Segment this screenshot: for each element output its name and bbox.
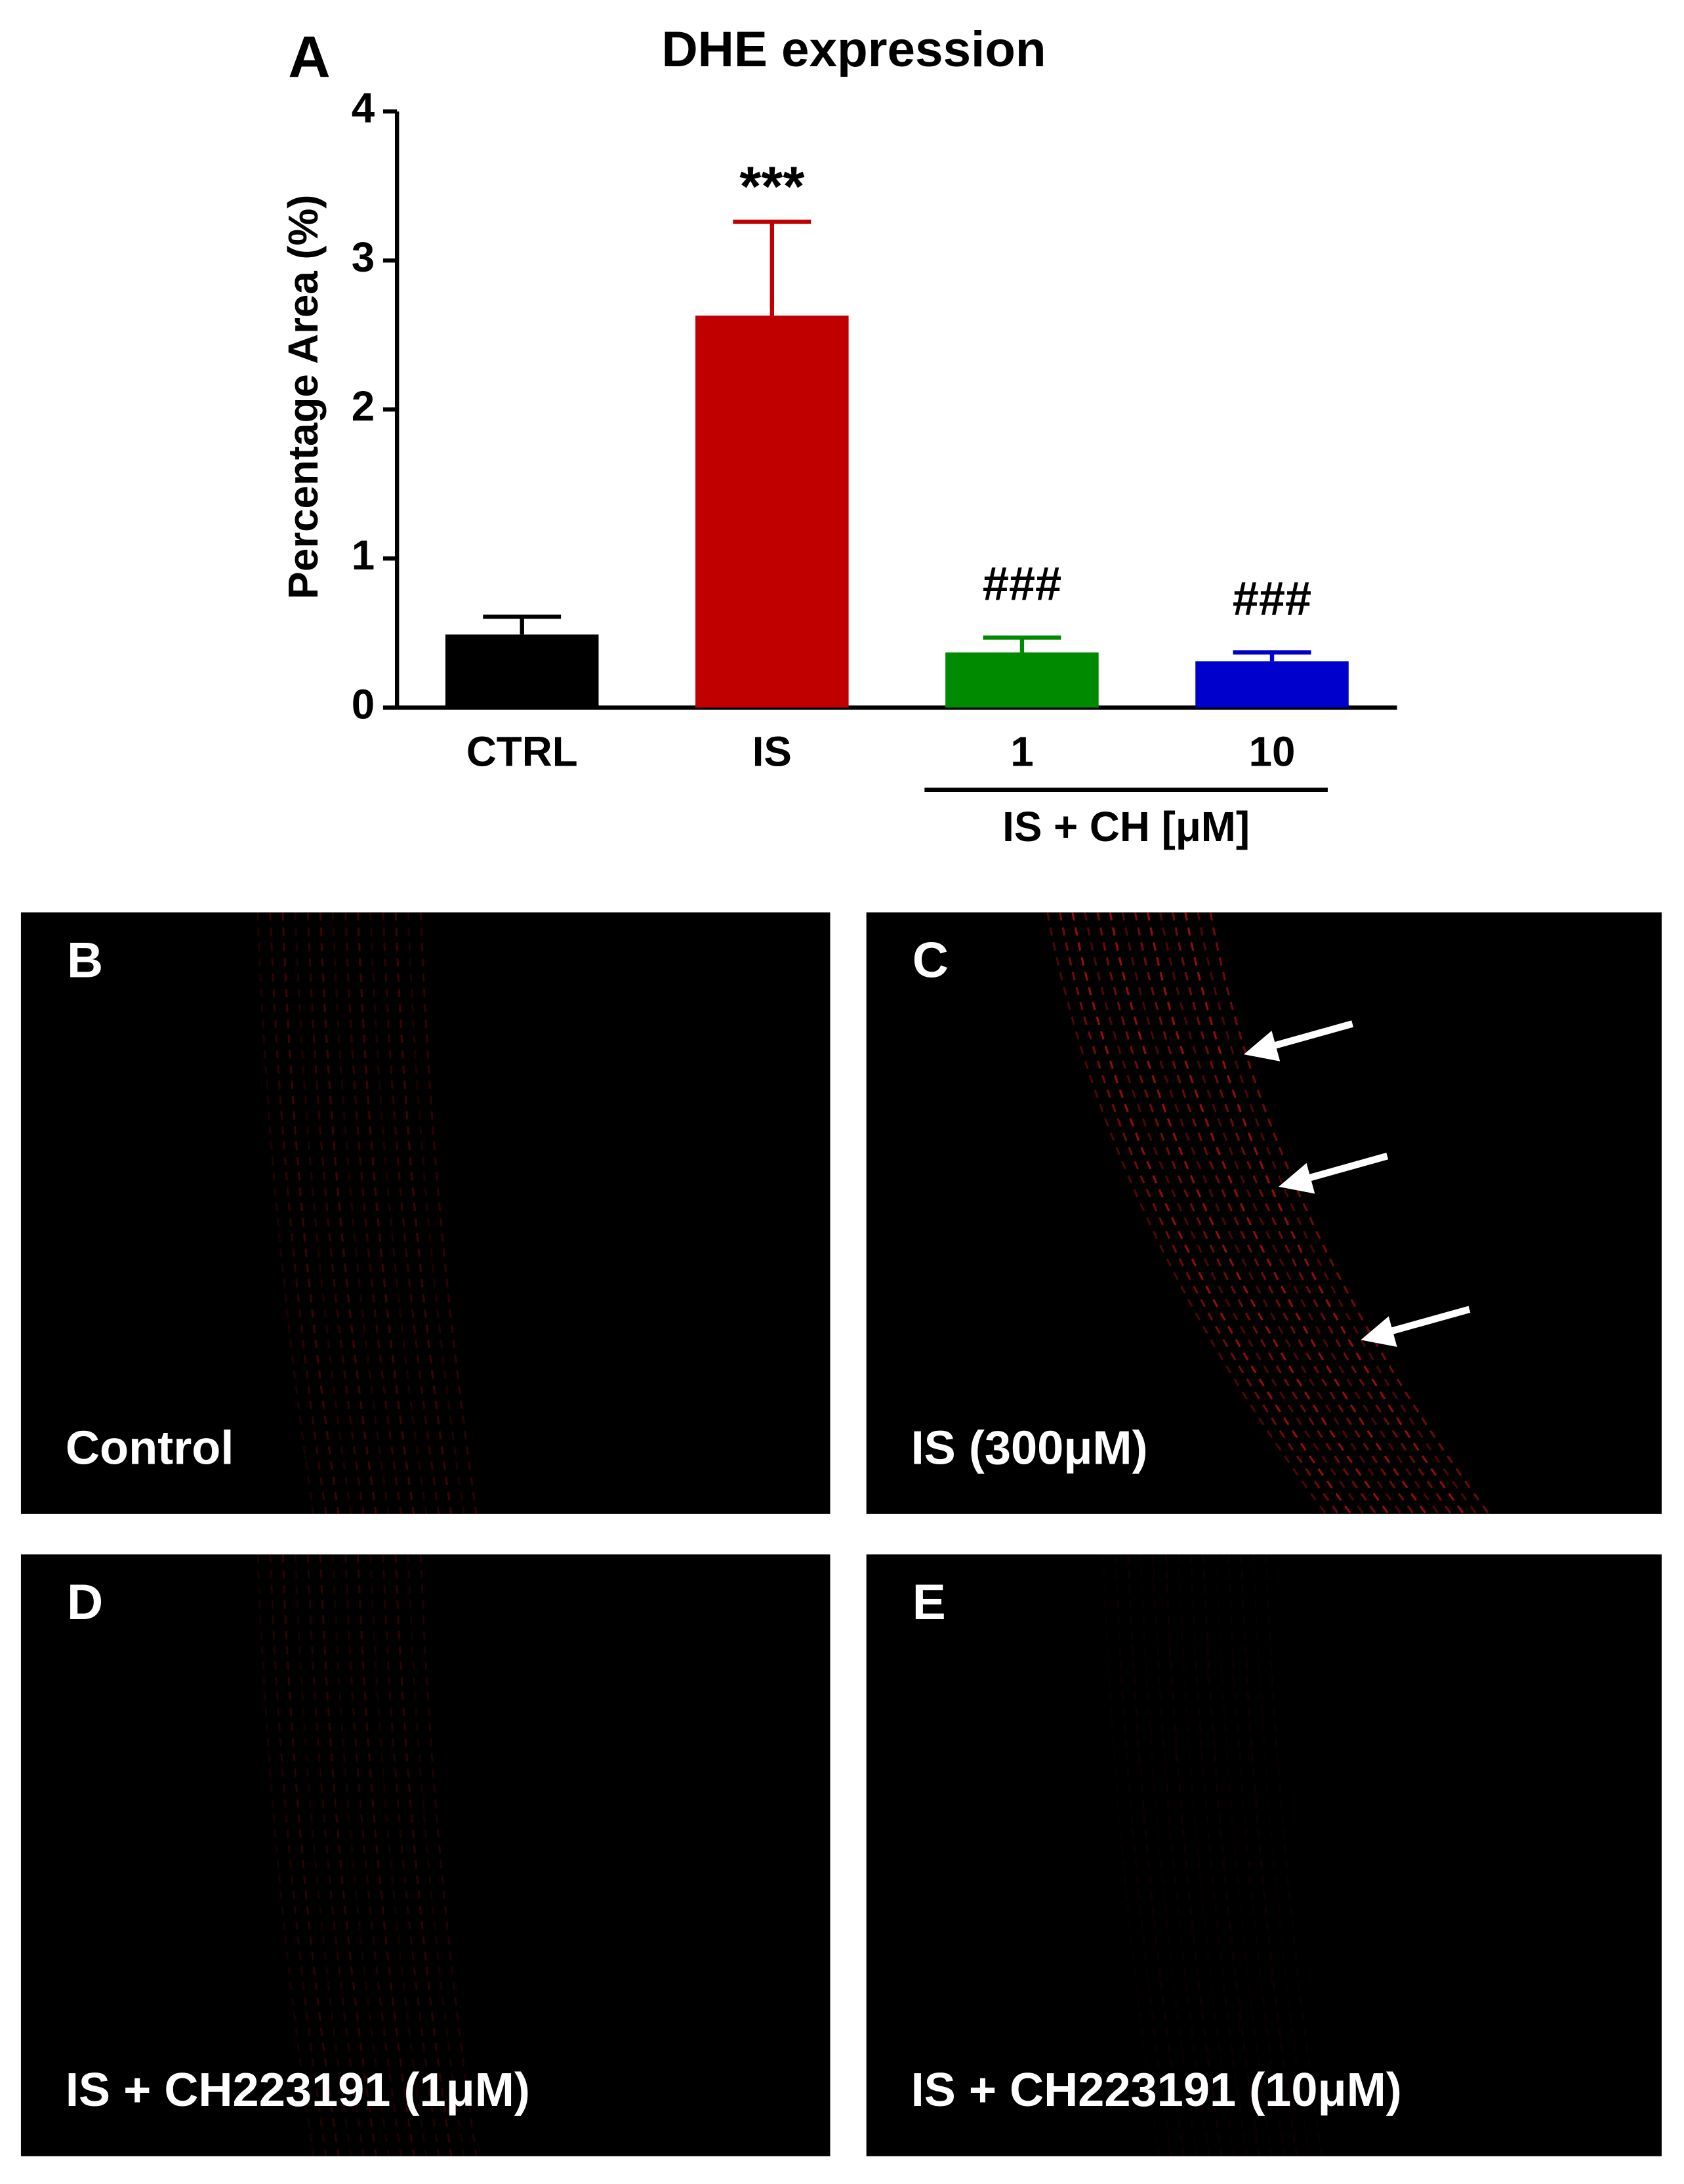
- arrow-head: [1244, 1031, 1281, 1061]
- y-axis-label: Percentage Area (%): [280, 195, 327, 600]
- bar: [445, 634, 599, 708]
- significance-label: ###: [1233, 573, 1311, 625]
- significance-label: ###: [983, 558, 1061, 610]
- bar: [1195, 661, 1349, 708]
- panel-letter: E: [913, 1575, 946, 1630]
- bar: [945, 652, 1099, 708]
- micrograph: [20, 1554, 831, 2156]
- x-tick-label: CTRL: [466, 729, 578, 775]
- x-tick-label: IS: [752, 729, 792, 775]
- panel-caption: IS + CH223191 (10μM): [911, 2064, 1402, 2116]
- panel-caption: Control: [66, 1422, 234, 1474]
- micrograph: [866, 1554, 1662, 2156]
- y-tick-label: 4: [352, 85, 375, 132]
- panel-caption: IS (300μM): [911, 1422, 1148, 1474]
- panel-letter: A: [288, 24, 330, 89]
- x-tick-label: 10: [1249, 729, 1296, 775]
- panel-letter: B: [67, 932, 103, 988]
- y-tick-label: 2: [352, 383, 375, 430]
- chart-title: DHE expression: [661, 22, 1046, 77]
- image-panels: B Control C IS (300μM) D IS + CH223191 (1μM) E…: [20, 912, 1662, 2156]
- panel-letter: D: [67, 1575, 103, 1630]
- arrow-head: [1361, 1316, 1397, 1348]
- y-tick-label: 3: [352, 234, 375, 281]
- significance-label: ***: [739, 155, 804, 218]
- x-tick-label: 1: [1010, 729, 1033, 775]
- bar: [695, 316, 849, 708]
- micrograph: [866, 912, 1662, 1514]
- group-label: IS + CH [μM]: [1002, 804, 1250, 850]
- arrow-head: [1279, 1163, 1315, 1194]
- panel-caption: IS + CH223191 (1μM): [66, 2064, 530, 2116]
- y-tick-label: 0: [352, 681, 375, 728]
- y-tick-label: 1: [352, 532, 375, 579]
- panel-letter: C: [913, 932, 949, 988]
- micrograph: [20, 912, 831, 1514]
